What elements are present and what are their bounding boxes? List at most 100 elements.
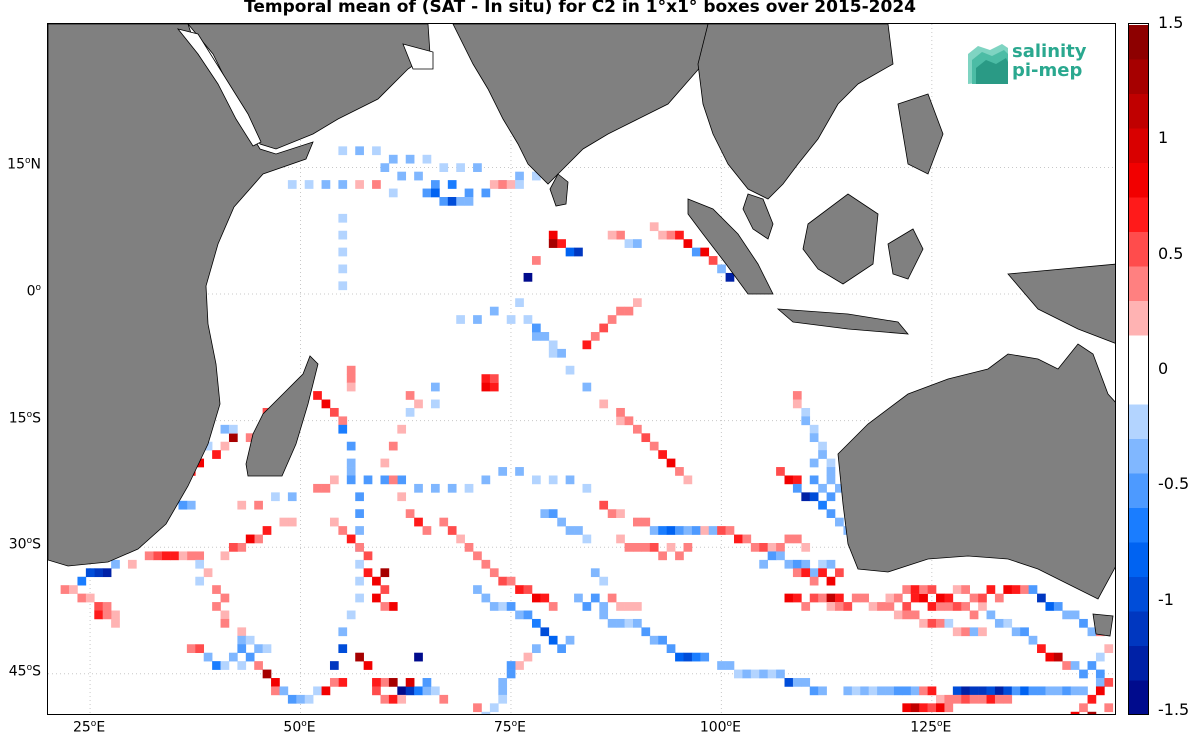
data-cell <box>919 686 928 696</box>
data-cell <box>607 509 617 518</box>
data-cell <box>734 534 743 544</box>
data-cell <box>767 551 777 561</box>
data-cell <box>430 399 440 409</box>
data-cell <box>397 424 407 434</box>
data-cell <box>523 585 533 594</box>
data-cell <box>927 686 937 696</box>
data-cell <box>666 644 676 654</box>
data-cell <box>228 424 238 434</box>
data-cell <box>683 543 693 552</box>
data-cell <box>414 399 423 409</box>
data-cell <box>801 602 811 611</box>
colorbar-segment <box>1129 197 1148 233</box>
data-cell <box>565 247 575 257</box>
data-cell <box>111 618 120 628</box>
data-cell <box>927 618 937 628</box>
data-cell <box>1011 627 1021 637</box>
data-cell <box>94 610 104 620</box>
data-cell <box>540 627 550 637</box>
data-cell <box>658 551 667 561</box>
data-cell <box>927 585 937 594</box>
data-cell <box>868 686 878 696</box>
data-cell <box>245 433 255 443</box>
logo-text-salinity: salinity <box>1012 41 1087 62</box>
data-cell <box>254 644 263 654</box>
data-cell <box>658 230 667 240</box>
data-cell <box>582 602 592 611</box>
data-cell <box>254 661 263 670</box>
data-cell <box>919 618 928 628</box>
data-cell <box>531 332 541 341</box>
data-cell <box>85 593 95 603</box>
data-cell <box>548 475 558 485</box>
data-cell <box>170 551 179 561</box>
data-cell <box>85 568 95 578</box>
sulawesi-land <box>887 228 924 280</box>
data-cell <box>380 458 390 468</box>
data-cell <box>1104 678 1114 687</box>
data-cell <box>481 711 491 714</box>
lat-tick-label: 45oS <box>8 662 41 680</box>
data-cell <box>473 163 482 172</box>
data-cell <box>582 382 592 392</box>
lat-tick-label: 30oS <box>8 536 41 553</box>
data-cell <box>515 661 524 670</box>
data-cell <box>952 686 962 696</box>
data-cell <box>649 222 659 232</box>
data-cell <box>599 576 609 586</box>
data-cell <box>1037 593 1046 603</box>
data-cell <box>624 239 634 248</box>
data-cell <box>1079 703 1088 713</box>
data-cell <box>969 694 979 704</box>
data-cell <box>515 180 524 189</box>
data-cell <box>498 180 508 189</box>
data-cell <box>338 230 348 240</box>
data-cell <box>1045 602 1055 611</box>
data-cell <box>481 593 491 603</box>
data-cell <box>944 694 954 704</box>
data-cell <box>506 576 516 586</box>
data-cell <box>498 678 508 687</box>
data-cell <box>422 686 432 696</box>
data-cell <box>1020 627 1029 637</box>
data-cell <box>405 678 415 687</box>
colorbar-tick-label: 0.5 <box>1158 243 1184 263</box>
data-cell <box>599 610 609 620</box>
data-cell <box>338 416 348 426</box>
logo-icon <box>968 44 1008 84</box>
data-cell <box>616 407 625 417</box>
data-cell <box>271 686 280 696</box>
data-cell <box>380 163 390 172</box>
data-cell <box>1028 686 1038 696</box>
data-cell <box>826 458 836 468</box>
data-cell <box>372 686 381 696</box>
lon-tick-label: 25oE <box>72 719 106 736</box>
data-cell <box>902 585 912 594</box>
data-cell <box>321 686 331 696</box>
data-cell <box>717 526 726 535</box>
data-cell <box>860 593 869 603</box>
data-cell <box>658 635 667 645</box>
data-cell <box>944 593 954 603</box>
data-cell <box>717 661 726 670</box>
data-cell <box>397 171 407 181</box>
data-cell <box>792 678 802 687</box>
data-cell <box>843 686 853 696</box>
data-cell <box>397 686 407 696</box>
data-cell <box>346 374 356 383</box>
data-cell <box>464 543 474 552</box>
data-cell <box>818 593 827 603</box>
data-cell <box>1079 669 1088 679</box>
data-cell <box>338 146 348 156</box>
data-cell <box>506 602 516 611</box>
data-cell <box>1003 694 1013 704</box>
data-cell <box>203 568 213 578</box>
data-cell <box>590 593 600 603</box>
data-cell <box>422 678 432 687</box>
sumatra-land <box>687 198 774 295</box>
data-cell <box>574 247 583 257</box>
data-cell <box>919 585 928 594</box>
data-cell <box>649 441 659 451</box>
data-cell <box>801 559 811 569</box>
data-cell <box>1070 711 1080 714</box>
